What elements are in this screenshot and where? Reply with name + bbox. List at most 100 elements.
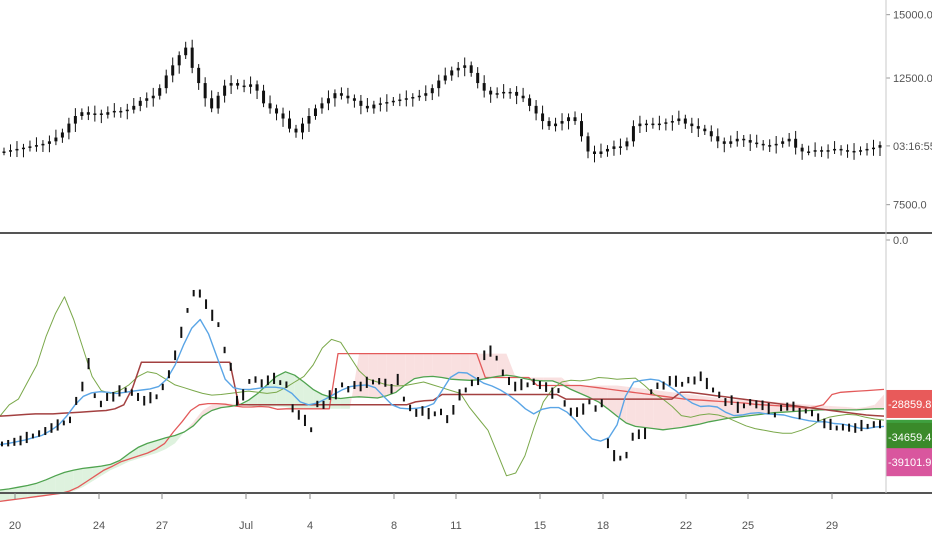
candle-body xyxy=(548,121,551,126)
x-tick-label: 27 xyxy=(156,520,168,532)
candle-body xyxy=(509,92,512,94)
candle-body xyxy=(301,124,304,133)
candle-body xyxy=(437,81,440,89)
candle-body xyxy=(612,146,615,149)
candle-body xyxy=(113,111,116,113)
candle-body xyxy=(749,140,752,143)
candle-body xyxy=(788,139,791,142)
value-badge-label: -28859.8 xyxy=(888,399,931,411)
candle-body xyxy=(840,149,843,151)
candle-body xyxy=(645,124,648,126)
candle-body xyxy=(463,65,466,68)
candle-body xyxy=(606,149,609,152)
candle-body xyxy=(67,124,70,133)
candle-body xyxy=(366,106,369,109)
x-tick-label: Jul xyxy=(239,520,253,532)
x-tick-label: 11 xyxy=(450,520,461,532)
candle-body xyxy=(184,48,187,56)
candle-body xyxy=(398,100,401,102)
candle-body xyxy=(236,83,239,86)
candle-body xyxy=(768,145,771,147)
candle-body xyxy=(450,70,453,75)
candle-body xyxy=(658,124,661,126)
candle-body xyxy=(872,148,875,150)
indicator-pane: 0.0-28859.8-34110.9-34659.4-39101.9 xyxy=(0,235,932,501)
candle-body xyxy=(625,141,628,146)
candle-body xyxy=(191,48,194,68)
candle-body xyxy=(424,93,427,96)
y-tick-label: 7500.0 xyxy=(893,200,927,212)
candle-body xyxy=(853,151,856,153)
candle-body xyxy=(593,151,596,154)
x-tick-label: 18 xyxy=(597,520,609,532)
candle-body xyxy=(833,149,836,151)
candle-body xyxy=(372,105,375,109)
candle-body xyxy=(80,112,83,116)
candle-body xyxy=(48,141,51,144)
candle-body xyxy=(385,102,388,104)
candle-body xyxy=(411,97,414,99)
candle-body xyxy=(444,75,447,80)
candle-body xyxy=(476,73,479,83)
candle-body xyxy=(801,148,804,152)
candle-body xyxy=(93,113,96,115)
candle-body xyxy=(15,149,18,151)
cloud-bearish-segment xyxy=(470,354,479,381)
candle-body xyxy=(619,146,622,148)
candle-body xyxy=(197,68,200,83)
candle-body xyxy=(295,129,298,133)
x-tick-label: 29 xyxy=(826,520,838,532)
candle-body xyxy=(256,84,259,90)
candle-body xyxy=(664,122,667,124)
candle-body xyxy=(204,83,207,98)
candle-body xyxy=(41,144,44,146)
candle-body xyxy=(794,139,797,148)
candle-body xyxy=(145,98,148,101)
candle-body xyxy=(87,112,90,115)
candle-body xyxy=(690,124,693,127)
candle-body xyxy=(346,96,349,99)
cloud-bearish-segment xyxy=(414,354,423,379)
candle-body xyxy=(61,132,64,137)
candle-body xyxy=(327,98,330,103)
candle-body xyxy=(561,121,564,124)
candle-body xyxy=(288,119,291,129)
candle-body xyxy=(9,150,12,152)
candle-body xyxy=(249,84,252,87)
candle-body xyxy=(807,151,810,153)
candle-body xyxy=(703,129,706,132)
candle-body xyxy=(178,55,181,65)
value-badge-label: -39101.9 xyxy=(888,457,931,469)
candle-body xyxy=(671,121,674,123)
cloud-bullish-segment xyxy=(129,447,138,461)
y-tick-label: 15000.0 xyxy=(893,10,932,22)
candle-body xyxy=(353,98,356,101)
candle-body xyxy=(275,108,278,113)
candle-body xyxy=(340,93,343,96)
candle-body xyxy=(333,93,336,98)
candle-body xyxy=(535,106,538,114)
candle-body xyxy=(35,145,38,147)
candle-body xyxy=(314,108,317,116)
candle-body xyxy=(496,93,499,95)
candle-body xyxy=(729,141,732,144)
x-tick-label: 20 xyxy=(9,520,21,532)
candle-body xyxy=(22,148,25,150)
candle-body xyxy=(515,92,518,96)
x-tick-label: 24 xyxy=(93,520,105,532)
candle-body xyxy=(74,116,77,124)
candle-body xyxy=(100,113,103,115)
cloud-bearish-segment xyxy=(562,378,571,390)
candle-body xyxy=(119,111,122,113)
cloud-bearish-segment xyxy=(875,395,884,409)
candle-body xyxy=(736,139,739,142)
candle-body xyxy=(742,139,745,141)
candle-body xyxy=(106,112,109,115)
cloud-bullish-segment xyxy=(0,489,9,502)
value-badge-label: -34659.4 xyxy=(888,432,931,444)
x-tick-label: 8 xyxy=(391,520,397,532)
x-tick-label: 15 xyxy=(534,520,546,532)
